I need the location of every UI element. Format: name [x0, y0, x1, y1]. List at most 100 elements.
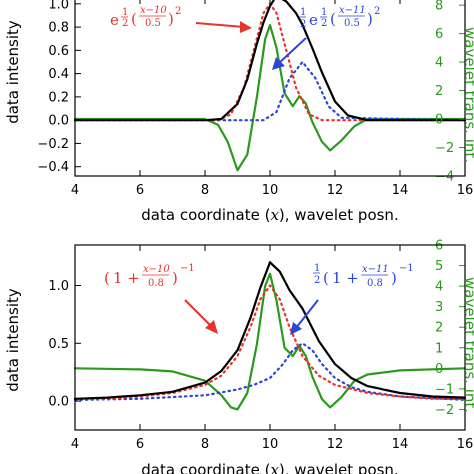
svg-text:2: 2	[175, 6, 181, 17]
top-y2-tick-label: 8	[435, 0, 443, 14]
bottom-y2-tick-label: 5	[435, 259, 443, 274]
svg-text:(: (	[330, 10, 336, 28]
top-y2-axis-label: wavelet trans. int.	[461, 27, 474, 163]
top-y-tick-label: 0.2	[48, 90, 69, 105]
bottom-x-tick-label: 6	[136, 437, 144, 452]
svg-text:1 +: 1 +	[332, 269, 359, 287]
top-x-tick-label: 14	[392, 183, 409, 198]
bottom-x-tick-label: 12	[327, 437, 344, 452]
svg-text:e: e	[110, 11, 119, 29]
svg-text:0.8: 0.8	[148, 278, 164, 289]
top-y-axis-label: data intensity	[4, 20, 22, 124]
top-annotation-gaussian-b: 1 2 e 1 2 ( x−11 0.5 ) 2	[299, 5, 380, 30]
bottom-y2-tick-label: 0	[435, 362, 443, 377]
bottom-plot-frame	[74, 244, 466, 431]
svg-text:2: 2	[321, 18, 327, 29]
svg-text:2: 2	[300, 19, 306, 30]
bottom-y2-tick-label: −1	[435, 382, 454, 397]
svg-text:2: 2	[314, 275, 320, 286]
svg-text:1: 1	[321, 7, 327, 18]
bottom-arrow-red	[184, 299, 218, 334]
svg-text:0.5: 0.5	[344, 18, 360, 29]
top-x-tick-label: 8	[201, 183, 209, 198]
svg-text:(: (	[104, 269, 110, 287]
bottom-y2-tick-label: −2	[435, 403, 454, 418]
top-y-tick-label: −0.2	[37, 137, 69, 152]
svg-text:−1: −1	[399, 263, 414, 274]
top-series-gaussian-b	[73, 60, 467, 122]
bottom-annotation-lorentzian-a: ( 1 + x−10 0.8 ) −1	[104, 263, 195, 289]
top-x-tick-label: 4	[71, 183, 79, 198]
top-arrow-blue	[272, 37, 307, 70]
svg-text:x−10: x−10	[143, 264, 170, 275]
bottom-annotation-lorentzian-b: 1 2 ( 1 + x−11 0.8 ) −1	[313, 263, 414, 289]
bottom-x-tick-label: 14	[392, 437, 409, 452]
top-y2-tick-label: 6	[435, 27, 443, 42]
svg-text:2: 2	[374, 6, 380, 17]
top-y2-tick-label: −4	[435, 170, 454, 185]
top-x-tick-label: 16	[457, 183, 474, 198]
bottom-series-lorentzian-a	[73, 284, 467, 400]
top-y-tick-label: 0.8	[48, 21, 69, 36]
top-y-tick-label: 0.0	[48, 114, 69, 129]
svg-text:e: e	[309, 11, 318, 29]
bottom-x-tick-label: 8	[201, 437, 209, 452]
bottom-y2-tick-label: 2	[435, 321, 443, 336]
svg-text:1: 1	[122, 7, 128, 18]
bottom-y2-tick-label: 6	[435, 239, 443, 254]
top-ticks-layer: 4 6 8 10 12 14 16−0.4−0.20.00.20.40.60.81.0−4−…	[37, 0, 473, 198]
svg-text:1: 1	[300, 7, 306, 18]
bottom-y-tick-label: 1.0	[48, 279, 69, 294]
svg-text:): )	[168, 10, 174, 28]
top-panel: 4 6 8 10 12 14 16−0.4−0.20.00.20.40.60.81.0−4−…	[4, 0, 474, 224]
top-x-tick-label: 10	[262, 183, 279, 198]
svg-text:(: (	[131, 10, 137, 28]
svg-text:1: 1	[314, 263, 320, 274]
bottom-x-tick-label: 10	[262, 437, 279, 452]
top-annotation-gaussian-a: e 1 2 ( x−10 0.5 ) 2	[110, 5, 181, 29]
bottom-series-wavelet	[73, 272, 467, 411]
bottom-y-axis-label: data intensity	[4, 288, 22, 392]
top-arrow-red	[195, 21, 252, 33]
top-series-total	[73, 0, 467, 122]
bottom-arrow-blue	[290, 299, 319, 335]
top-y-tick-label: 0.4	[48, 67, 69, 82]
top-series-wavelet	[73, 24, 467, 172]
top-y-tick-label: 1.0	[48, 0, 69, 12]
top-y-tick-label: −0.4	[37, 160, 69, 175]
top-x-axis-label: data coordinate (x), wavelet posn.	[141, 206, 398, 224]
bottom-y-tick-label: 0.0	[48, 395, 69, 410]
bottom-y2-tick-label: 3	[435, 300, 443, 315]
svg-text:1 +: 1 +	[113, 269, 140, 287]
svg-text:): )	[391, 269, 397, 287]
bottom-series-lorentzian-b	[73, 342, 467, 401]
top-y2-tick-label: 0	[435, 113, 443, 128]
bottom-y-tick-label: 0.5	[48, 337, 69, 352]
bottom-y2-tick-label: 4	[435, 280, 443, 295]
svg-text:2: 2	[122, 18, 128, 29]
svg-text:0.8: 0.8	[367, 278, 383, 289]
top-plot-frame	[74, 0, 466, 177]
bottom-series-total	[73, 261, 467, 400]
svg-text:(: (	[323, 269, 329, 287]
svg-text:x−10: x−10	[140, 5, 167, 16]
bottom-y2-axis-label: wavelet trans. int.	[461, 277, 474, 413]
top-x-tick-label: 12	[327, 183, 344, 198]
top-y2-tick-label: −2	[435, 141, 454, 156]
svg-text:−1: −1	[180, 263, 195, 274]
svg-text:): )	[172, 269, 178, 287]
svg-text:x−11: x−11	[362, 264, 389, 275]
top-y2-tick-label: 4	[435, 56, 443, 71]
svg-text:0.5: 0.5	[145, 18, 161, 29]
top-y-tick-label: 0.6	[48, 44, 69, 59]
bottom-y2-tick-label: 1	[435, 341, 443, 356]
bottom-x-axis-label: data coordinate (x), wavelet posn.	[141, 461, 398, 474]
top-y2-tick-label: 2	[435, 84, 443, 99]
svg-text:x−11: x−11	[339, 5, 366, 16]
svg-text:): )	[367, 10, 373, 28]
top-x-tick-label: 6	[136, 183, 144, 198]
bottom-x-tick-label: 16	[457, 437, 474, 452]
